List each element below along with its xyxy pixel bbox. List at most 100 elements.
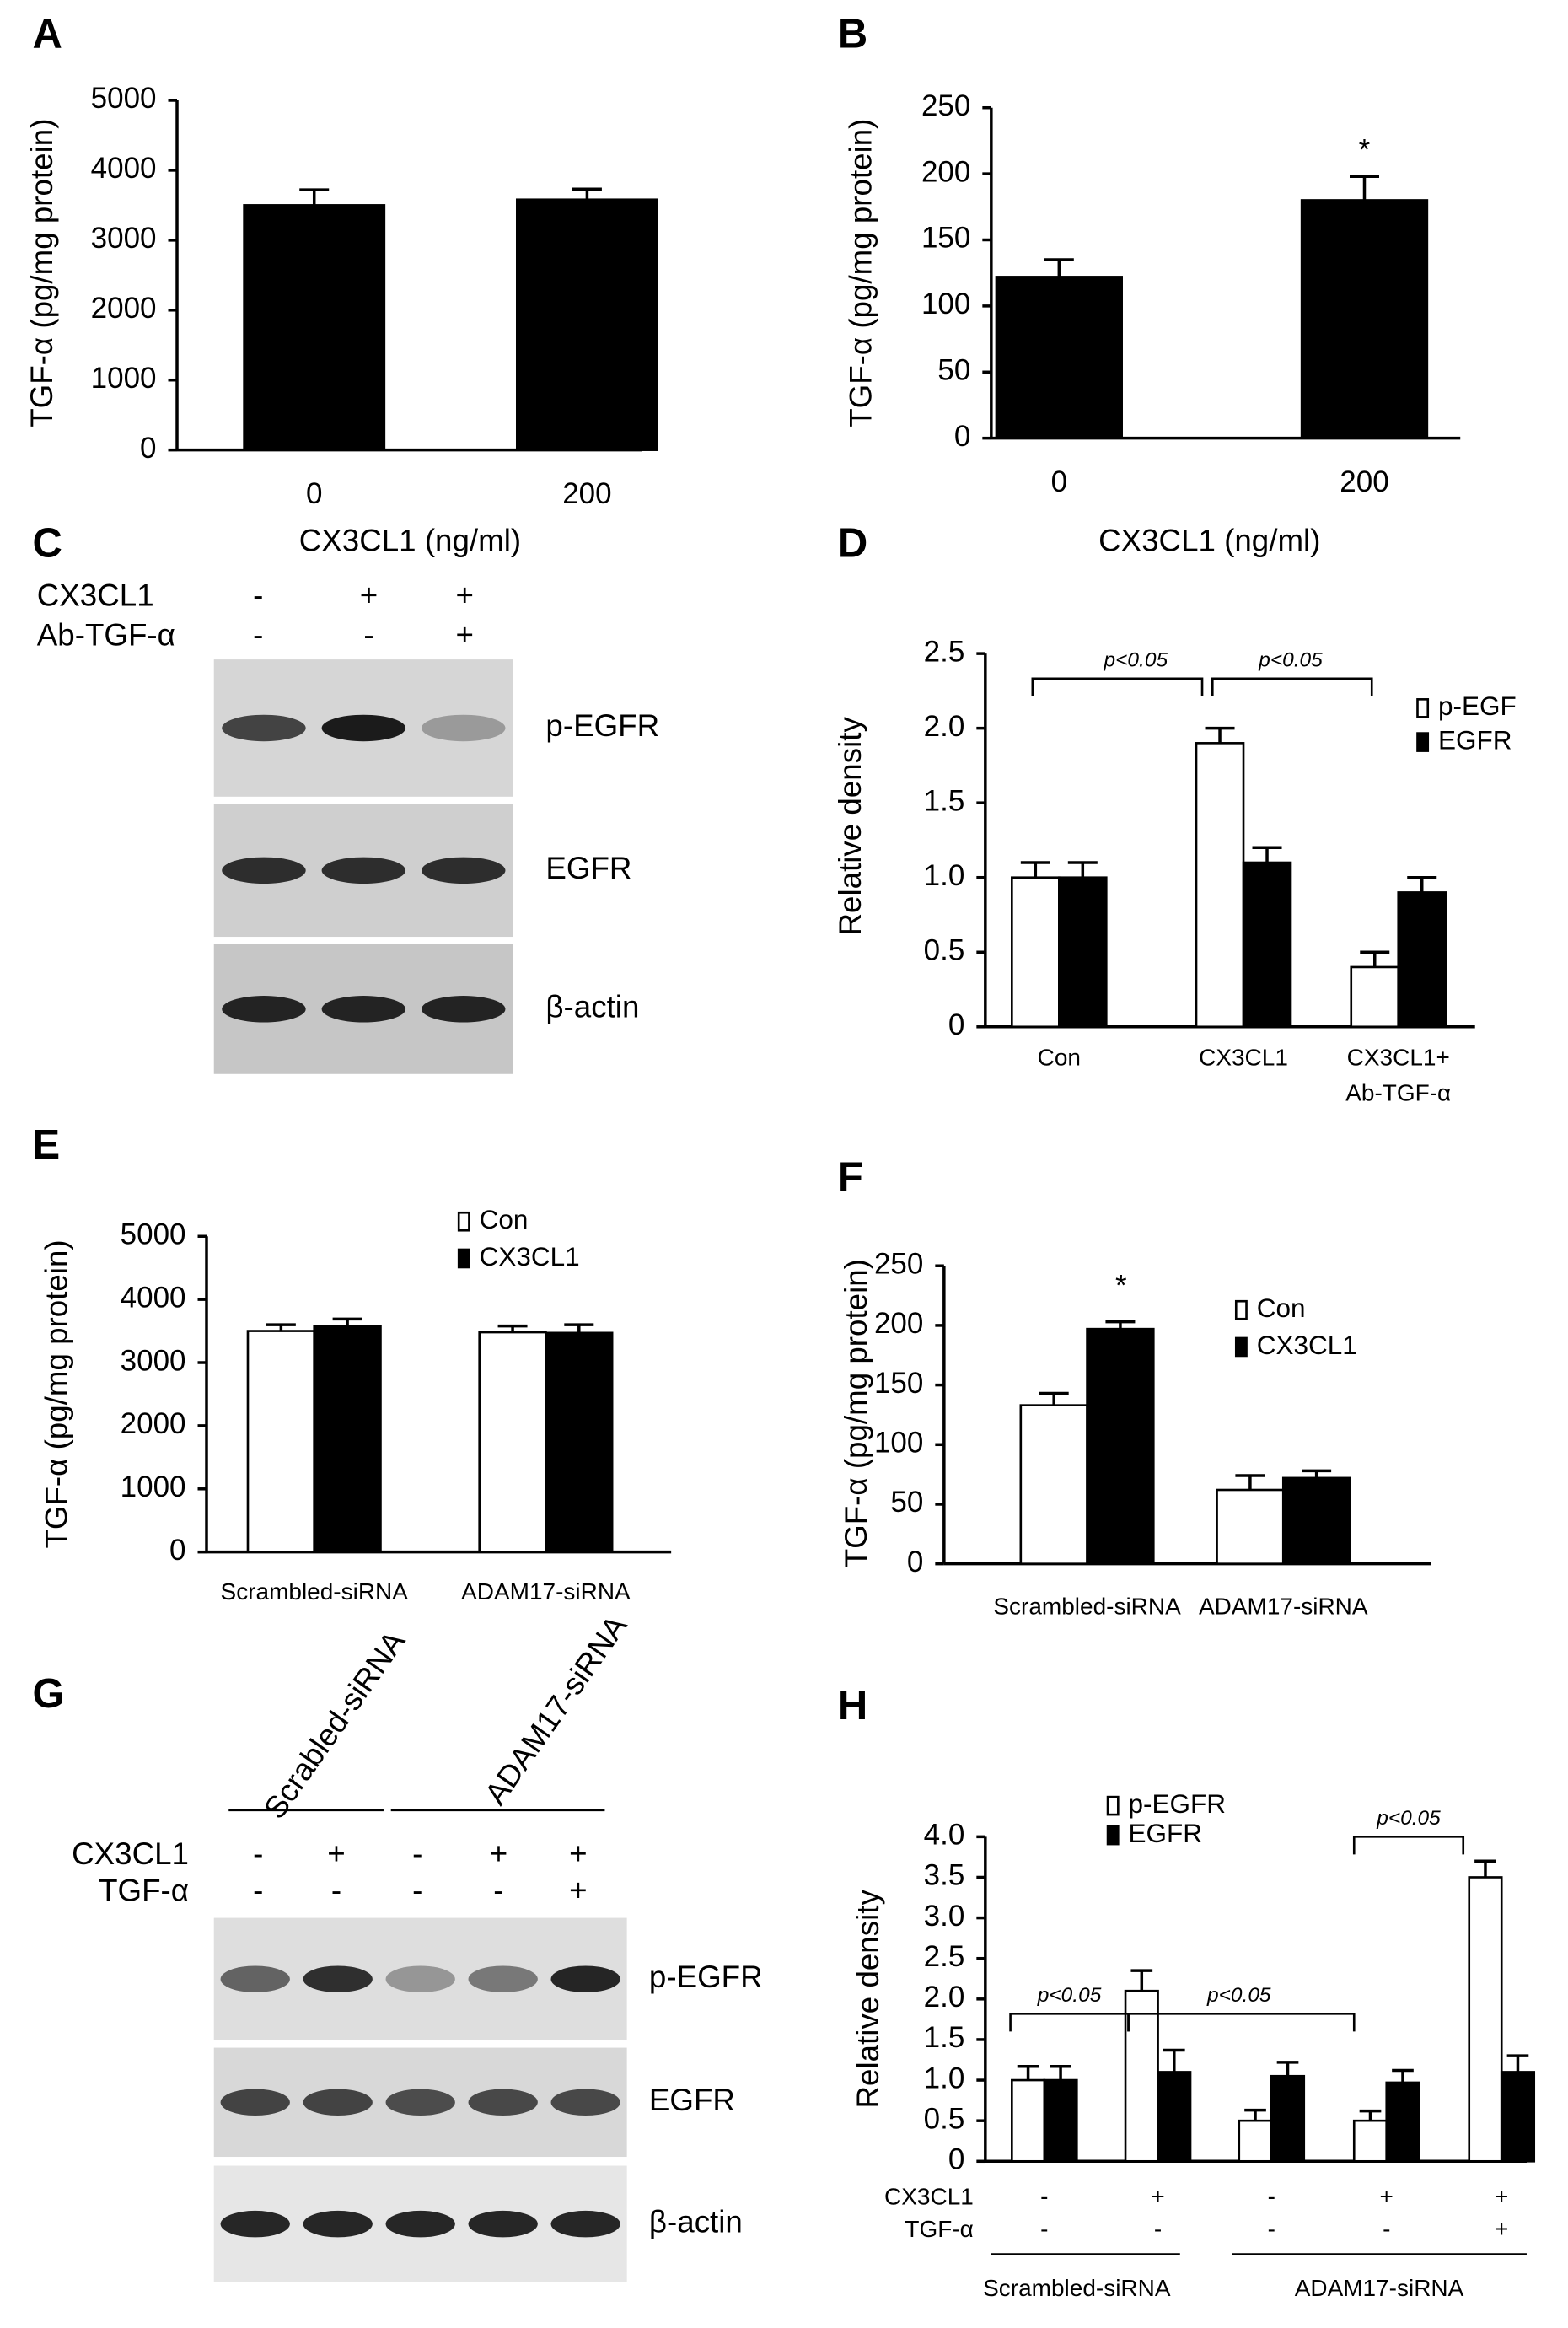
error-bar	[1407, 875, 1437, 893]
y-tick-label: 1.5	[924, 784, 965, 817]
condition-sign: -	[253, 578, 263, 612]
condition-sign: +	[569, 1836, 587, 1871]
condition-label: Ab-TGF-α	[37, 618, 175, 653]
panel-label: D	[838, 520, 867, 566]
condition-sign: +	[490, 1836, 507, 1871]
condition-sign: +	[455, 578, 473, 612]
annotation: *	[1359, 133, 1371, 166]
legend-label: CX3CL1	[1257, 1330, 1357, 1360]
bar	[1011, 876, 1061, 1029]
y-tick-label: 50	[937, 354, 970, 387]
error-bar	[1252, 846, 1282, 863]
blot-band	[385, 1965, 455, 1992]
legend-label: p-EGF	[1438, 691, 1517, 721]
y-tick-label: 1000	[121, 1470, 186, 1503]
panel-label: B	[838, 12, 867, 57]
condition-sign: -	[1268, 2183, 1275, 2209]
annotation: p<0.05	[1376, 1807, 1441, 1830]
bar	[1242, 861, 1292, 1029]
x-tick-label: Scrambled-siRNA	[993, 1594, 1181, 1620]
blot-band	[303, 2210, 373, 2238]
bracket	[1031, 677, 1204, 696]
condition-sign: -	[253, 1836, 263, 1871]
condition-sign: -	[1040, 2183, 1048, 2209]
band-label: p-EGFR	[649, 1960, 763, 1994]
y-tick-label: 0.5	[924, 933, 965, 966]
legend-swatch	[1416, 732, 1430, 752]
y-tick-label: 100	[874, 1427, 923, 1460]
condition-sign: -	[1383, 2216, 1390, 2242]
error-bar	[332, 1317, 362, 1326]
band-label: EGFR	[649, 2083, 735, 2117]
blot-band	[422, 714, 506, 742]
bar	[1468, 1876, 1503, 2163]
condition-sign: +	[327, 1836, 345, 1871]
error-bar	[1130, 1969, 1153, 1992]
x-axis-label: CX3CL1 (ng/ml)	[1098, 524, 1320, 558]
condition-sign: -	[412, 1836, 422, 1871]
bracket	[1352, 1836, 1465, 1855]
band-label: β-actin	[545, 989, 639, 1024]
bar	[243, 204, 386, 451]
y-tick-label: 250	[921, 89, 970, 122]
bracket	[1127, 2013, 1356, 2032]
bar	[1397, 891, 1447, 1029]
y-tick-label: 4000	[121, 1281, 186, 1314]
group-label: Scrabled-siRNA	[257, 1624, 412, 1825]
condition-label: TGF-α	[905, 2216, 973, 2242]
blot-band	[321, 714, 406, 742]
error-bar	[1276, 2061, 1299, 2077]
band-label: p-EGFR	[545, 708, 659, 743]
condition-label: CX3CL1	[884, 2183, 974, 2209]
legend-swatch	[457, 1211, 470, 1232]
legend-label: Con	[480, 1204, 529, 1234]
bar	[1157, 2071, 1192, 2163]
y-tick-label: 2.0	[924, 710, 965, 743]
error-bar	[1017, 2064, 1039, 2081]
y-tick-label: 4000	[91, 152, 157, 185]
group-label: ADAM17-siRNA	[1295, 2275, 1464, 2301]
legend-label: p-EGFR	[1129, 1788, 1226, 1819]
blot-band	[385, 2089, 455, 2116]
y-tick-label: 2000	[121, 1407, 186, 1440]
blot-band	[222, 996, 306, 1023]
panel-label: E	[33, 1122, 61, 1168]
blot-band	[468, 2089, 538, 2116]
condition-sign: +	[455, 618, 473, 653]
error-bar	[1020, 861, 1050, 878]
bar	[478, 1331, 547, 1553]
y-tick-label: 200	[874, 1307, 923, 1340]
blot-band	[468, 1965, 538, 1992]
y-tick-label: 0	[954, 420, 970, 453]
y-tick-label: 100	[921, 288, 970, 320]
x-tick-label: ADAM17-siRNA	[461, 1578, 631, 1605]
annotation: p<0.05	[1206, 1984, 1271, 2007]
y-tick-label: 0	[948, 2143, 964, 2176]
bar	[1195, 742, 1245, 1029]
x-tick-label: 200	[1340, 465, 1388, 498]
condition-label: TGF-α	[99, 1874, 189, 1908]
x-tick-label: 0	[1051, 465, 1067, 498]
condition-sign: +	[1495, 2183, 1508, 2209]
y-axis-label: TGF-α (pg/mg protein)	[839, 1259, 873, 1567]
error-bar	[1163, 2048, 1185, 2073]
blot-band	[422, 996, 506, 1023]
x-tick-label: ADAM17-siRNA	[1199, 1594, 1368, 1620]
error-bar	[299, 188, 330, 206]
blot-band	[550, 2210, 620, 2238]
annotation: *	[1115, 1270, 1127, 1303]
y-axis-label: Relative density	[833, 717, 867, 936]
condition-sign: -	[253, 1874, 263, 1908]
bar	[995, 276, 1123, 439]
y-tick-label: 250	[874, 1247, 923, 1280]
condition-sign: -	[363, 618, 373, 653]
panel-label: G	[33, 1671, 65, 1717]
band-label: EGFR	[545, 851, 631, 885]
error-bar	[1350, 175, 1379, 201]
condition-sign: -	[1040, 2216, 1048, 2242]
bar	[1352, 2119, 1388, 2163]
y-tick-label: 5000	[91, 82, 157, 115]
bar	[1350, 965, 1400, 1029]
blot-band	[303, 2089, 373, 2116]
y-tick-label: 1.0	[924, 859, 965, 892]
